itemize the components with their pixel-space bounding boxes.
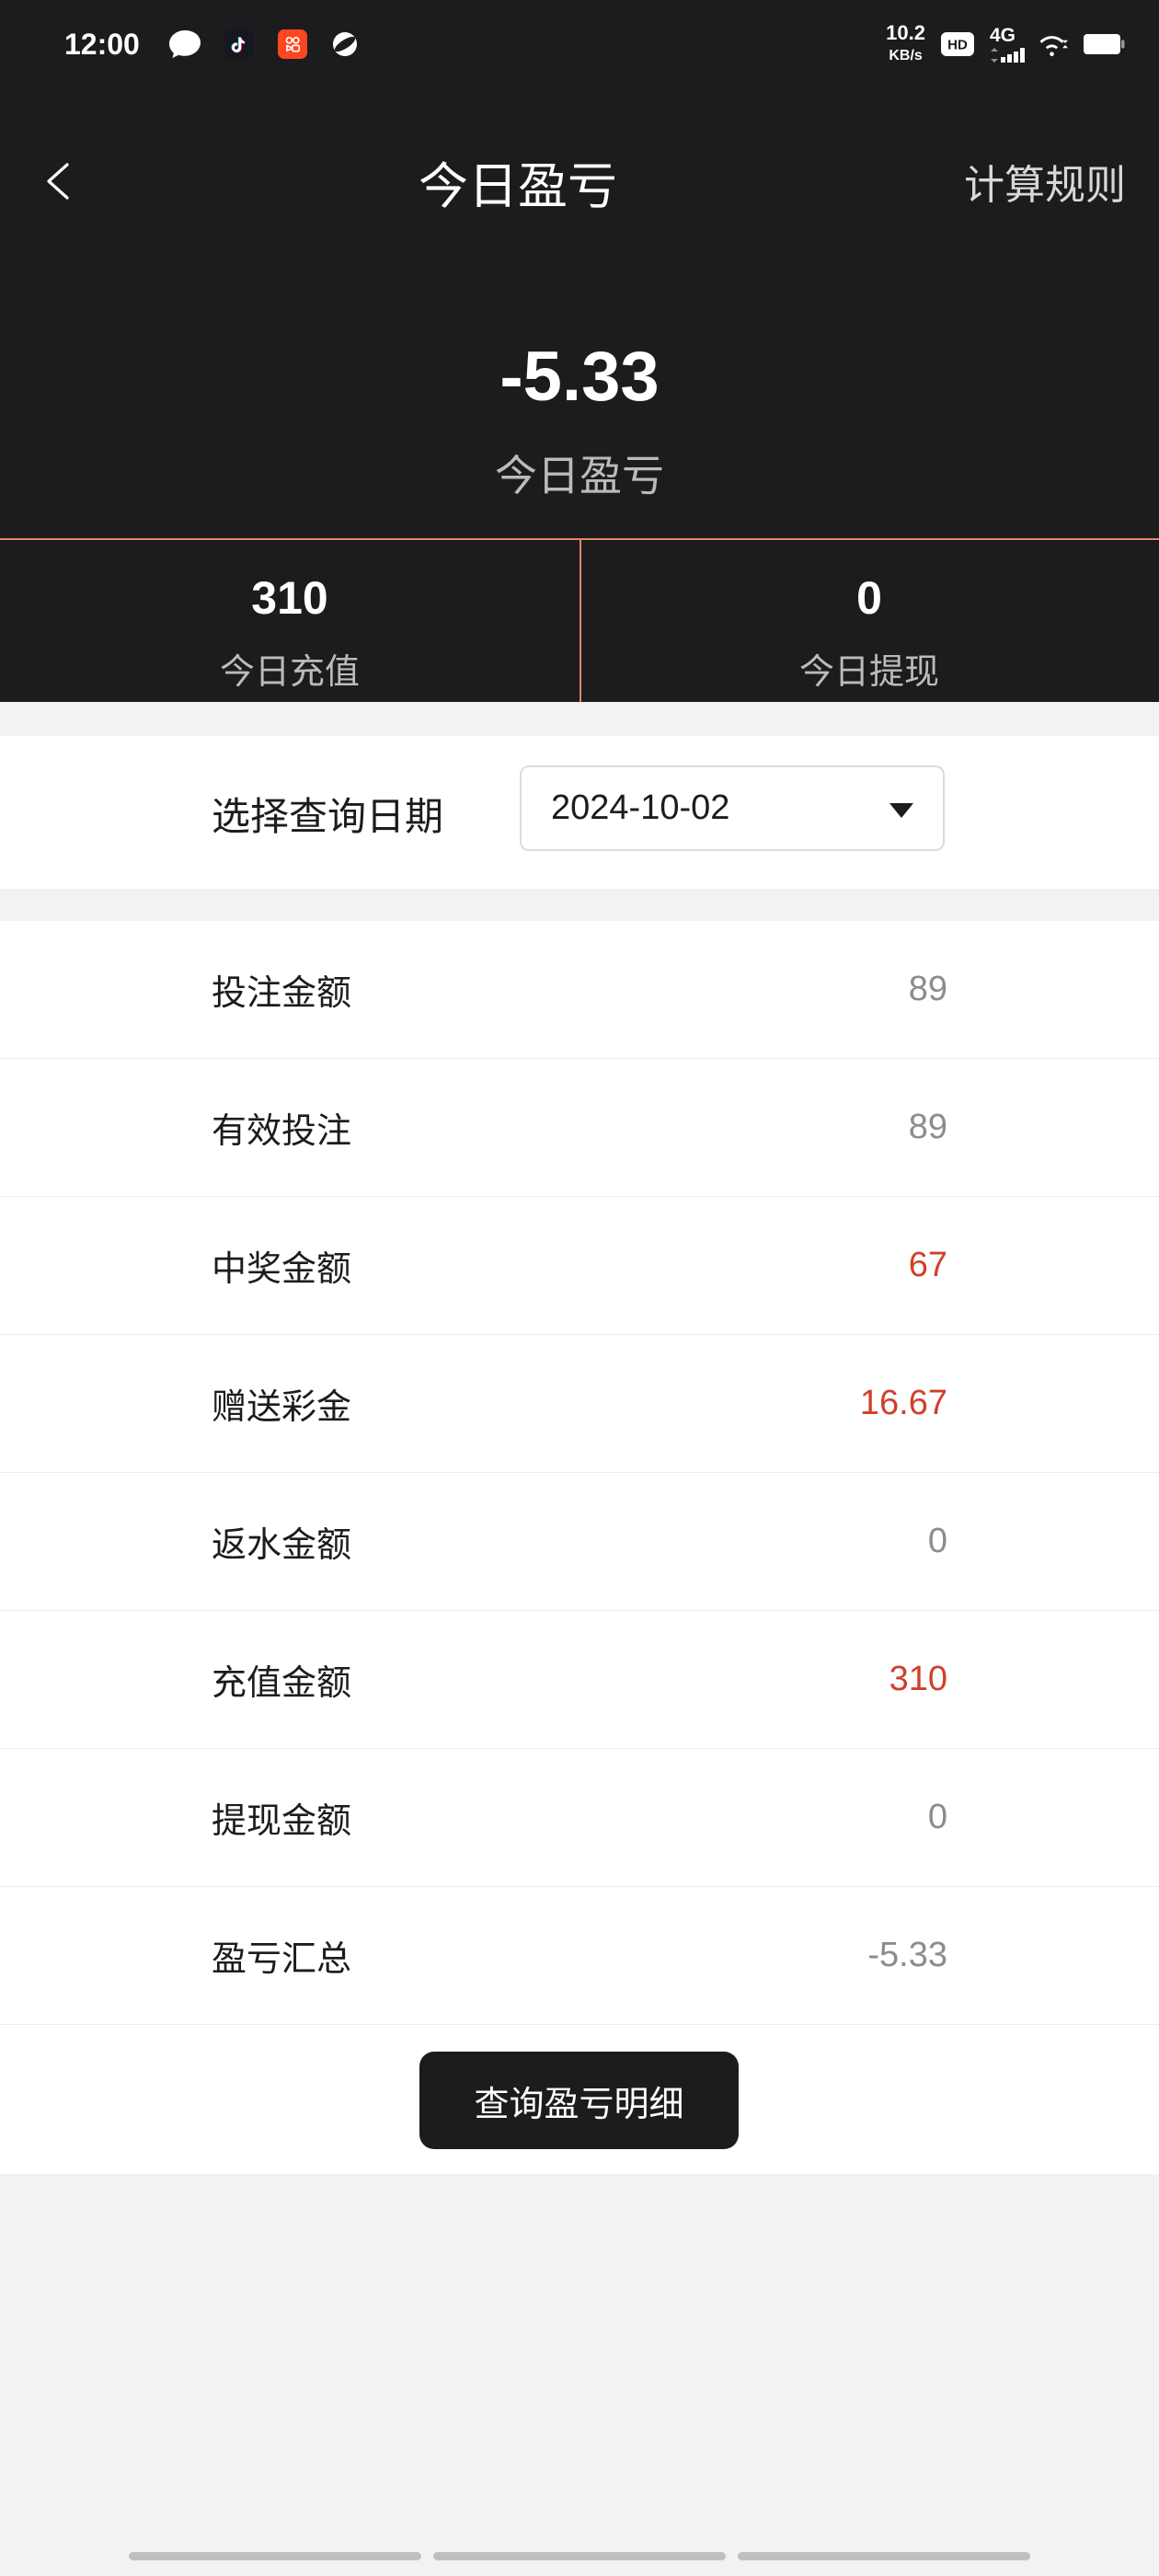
svg-text:HD: HD bbox=[947, 38, 968, 53]
